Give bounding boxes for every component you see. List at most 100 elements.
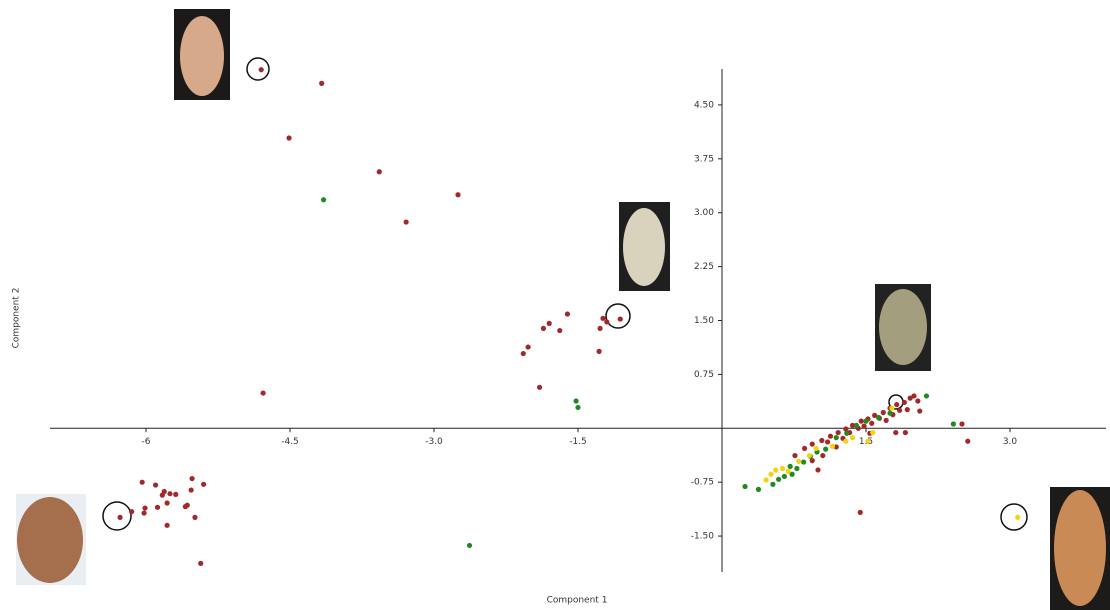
- point: [1015, 514, 1021, 520]
- point: [833, 435, 839, 441]
- point: [858, 418, 864, 424]
- y-axis-label: Component 2: [12, 288, 22, 349]
- point: [201, 481, 207, 487]
- point: [173, 491, 179, 497]
- point: [153, 482, 159, 488]
- point: [781, 473, 788, 480]
- point: [763, 477, 769, 483]
- point: [959, 421, 965, 427]
- point: [546, 320, 552, 326]
- artifact-shape: [180, 16, 224, 96]
- point: [770, 481, 776, 487]
- point: [880, 409, 886, 416]
- point: [319, 80, 325, 86]
- point: [794, 465, 800, 472]
- point: [902, 429, 908, 436]
- point: [815, 467, 821, 473]
- point: [820, 452, 826, 459]
- y-tick-label: 3.00: [694, 208, 714, 218]
- x-tick-label: -3.0: [425, 437, 443, 447]
- point: [849, 422, 856, 429]
- point: [321, 197, 327, 203]
- point: [869, 420, 875, 426]
- point: [904, 407, 910, 413]
- point: [889, 405, 895, 411]
- point: [844, 430, 850, 436]
- point: [801, 445, 808, 452]
- point: [286, 135, 292, 141]
- point: [792, 452, 798, 459]
- point: [768, 471, 774, 477]
- point: [872, 412, 878, 418]
- point: [184, 502, 190, 508]
- point: [809, 441, 815, 447]
- x-tick-label: -1.5: [569, 437, 587, 447]
- point: [787, 463, 793, 469]
- point: [564, 311, 571, 317]
- point: [863, 418, 869, 424]
- point: [809, 458, 815, 464]
- point: [883, 417, 889, 423]
- point: [785, 468, 791, 474]
- point: [806, 452, 812, 459]
- point: [789, 471, 795, 477]
- y-tick-label: 2.25: [694, 262, 714, 272]
- point: [796, 458, 802, 464]
- point: [887, 410, 893, 416]
- point: [843, 438, 849, 444]
- point: [117, 514, 123, 520]
- point: [198, 560, 204, 566]
- x-tick-label: -6: [142, 437, 151, 447]
- point: [617, 316, 623, 322]
- point: [258, 67, 264, 73]
- point: [167, 491, 173, 497]
- point: [801, 459, 807, 465]
- point: [825, 439, 831, 445]
- point: [540, 325, 547, 332]
- point: [466, 542, 473, 549]
- point: [742, 483, 748, 490]
- point: [897, 407, 903, 413]
- x-axis-label: Component 1: [547, 596, 608, 606]
- y-tick-label: -0.75: [691, 478, 714, 488]
- point: [861, 423, 867, 429]
- artifact-shape: [17, 497, 83, 583]
- point: [835, 429, 841, 436]
- point: [875, 414, 882, 421]
- point: [161, 488, 167, 495]
- point: [139, 479, 145, 485]
- point: [192, 514, 198, 520]
- point: [907, 395, 913, 401]
- point: [376, 169, 382, 175]
- point: [833, 444, 839, 450]
- point: [260, 390, 266, 396]
- point: [893, 429, 899, 436]
- point: [843, 426, 849, 432]
- point: [141, 510, 147, 516]
- highlight-circle: [102, 501, 132, 531]
- x-tick-label: 3.0: [1003, 437, 1018, 447]
- point: [596, 348, 602, 354]
- y-tick-label: -1.50: [691, 532, 715, 542]
- point: [965, 438, 971, 444]
- point: [773, 467, 779, 473]
- point: [853, 422, 860, 429]
- artifact-shape: [879, 289, 927, 365]
- point: [901, 399, 908, 406]
- point: [129, 509, 135, 515]
- point: [829, 443, 836, 449]
- point: [597, 325, 603, 332]
- highlight-circle: [605, 303, 631, 329]
- point: [915, 398, 921, 404]
- point: [142, 505, 148, 511]
- point: [849, 435, 856, 441]
- point: [776, 476, 782, 482]
- point: [557, 327, 563, 334]
- point: [525, 344, 531, 350]
- point: [755, 486, 762, 492]
- x-tick-label: -4.5: [281, 437, 299, 447]
- point: [813, 445, 819, 452]
- point: [870, 429, 876, 436]
- point: [923, 393, 930, 399]
